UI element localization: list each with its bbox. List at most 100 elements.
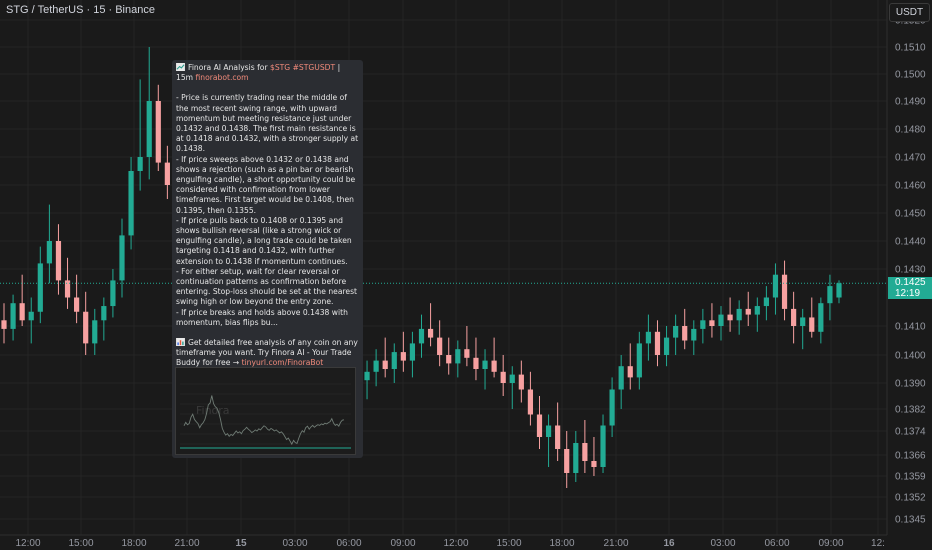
time-tick-label: 09:00	[390, 538, 415, 549]
analysis-card: Finora AI Analysis for $STG #STGUSDT | 1…	[172, 60, 363, 458]
finorabot-link[interactable]: finorabot.com	[195, 73, 249, 83]
time-tick-label: 15:00	[496, 538, 521, 549]
candle	[164, 145, 170, 199]
thumbnail-chart-image: Finora	[180, 383, 351, 449]
candle-body	[446, 355, 452, 364]
candle-body	[545, 425, 552, 437]
candle-body	[772, 274, 779, 298]
currency-button[interactable]: USDT	[889, 3, 930, 22]
candle	[110, 269, 116, 318]
time-tick-label: 15	[235, 538, 247, 549]
candle	[446, 337, 452, 375]
candle	[37, 246, 43, 324]
candle-body	[482, 360, 488, 369]
candle	[373, 349, 379, 387]
time-tick-label: 18:00	[121, 538, 146, 549]
candle-body	[673, 326, 679, 338]
candle	[382, 337, 388, 378]
price-tick-label: 0.1450	[895, 209, 926, 220]
candle-body	[437, 337, 443, 355]
price-tick-label: 0.1500	[895, 70, 926, 81]
price-tick-label: 0.1410	[895, 322, 926, 333]
candle-body	[119, 235, 125, 281]
analysis-timeframe: 15m	[176, 73, 196, 83]
candle	[409, 331, 416, 378]
candle-body	[654, 331, 661, 355]
analysis-title-separator: |	[335, 63, 341, 72]
price-tick-label: 0.1510	[895, 43, 926, 54]
candle	[818, 297, 824, 344]
candle-body	[518, 374, 524, 390]
candle	[736, 300, 742, 335]
candle-body	[736, 308, 742, 321]
promo-link[interactable]: tinyurl.com/FinoraBot	[241, 358, 324, 368]
candle	[473, 337, 479, 381]
candle	[92, 308, 98, 355]
candle	[673, 314, 679, 355]
candle	[555, 402, 561, 461]
candle-body	[110, 280, 116, 307]
candle	[427, 303, 434, 347]
candle-body	[64, 280, 71, 298]
candle-body	[418, 328, 425, 344]
candle-body	[464, 349, 470, 358]
candle	[636, 331, 642, 390]
candle-body	[582, 443, 588, 461]
candle-body	[19, 303, 25, 321]
candle-body	[1, 320, 7, 329]
candle-body	[573, 443, 579, 473]
analysis-title-prefix: Finora AI Analysis for	[188, 63, 270, 72]
candle-body	[745, 308, 751, 315]
candle-body	[564, 449, 570, 473]
chart-thumbnail[interactable]: Finora	[175, 367, 356, 455]
time-tick-label: 12:00	[443, 538, 468, 549]
candle	[791, 291, 797, 344]
price-axis[interactable]: 0.15200.15100.15000.14900.14800.14700.14…	[895, 16, 926, 526]
candle-body	[663, 337, 670, 355]
time-tick-label: 18:00	[549, 538, 574, 549]
candlestick-series	[1, 47, 842, 488]
candle	[482, 349, 488, 390]
candle-body	[364, 371, 370, 381]
candle	[809, 297, 815, 338]
candle	[763, 286, 769, 321]
candle	[391, 343, 397, 383]
time-tick-label: 15:00	[68, 538, 93, 549]
candle-body	[74, 297, 80, 312]
candle-body	[164, 162, 170, 185]
current-price-value: 0.1425	[895, 277, 926, 288]
candle	[536, 396, 543, 449]
analysis-bullet: - If price pulls back to 0.1408 or 0.139…	[176, 215, 352, 266]
candle	[682, 308, 688, 350]
candle-body	[836, 283, 842, 298]
candle-body	[55, 241, 62, 281]
candle	[582, 420, 588, 473]
bar-chart-icon	[176, 338, 185, 347]
candle-body	[101, 306, 107, 321]
candle	[527, 371, 534, 426]
candle	[128, 157, 134, 250]
candle	[564, 431, 570, 488]
time-tick-label: 06:00	[336, 538, 361, 549]
candle	[709, 303, 715, 338]
candle-body	[763, 297, 769, 307]
analysis-symbol-tags[interactable]: $STG #STGUSDT	[269, 63, 336, 72]
candle-body	[591, 461, 597, 467]
time-tick-label: 03:00	[710, 538, 735, 549]
candle-body	[500, 371, 506, 383]
candle	[509, 366, 515, 409]
candle	[146, 47, 152, 180]
candle	[74, 274, 80, 324]
price-tick-label: 0.1440	[895, 237, 926, 248]
candle-body	[373, 360, 379, 372]
candle-body	[618, 366, 624, 390]
time-axis[interactable]: 12:00 15:00 18:00 21:00 15 03:00 06:00 09:00 12:…	[15, 538, 884, 549]
price-tick-label: 0.1470	[895, 153, 926, 164]
time-tick-label: 09:00	[818, 538, 843, 549]
symbol-title[interactable]: STG / TetherUS · 15 · Binance	[6, 4, 155, 16]
chart-increasing-icon	[176, 63, 185, 71]
candle-body	[128, 171, 134, 236]
candle-body	[609, 389, 615, 426]
candle	[155, 84, 161, 171]
